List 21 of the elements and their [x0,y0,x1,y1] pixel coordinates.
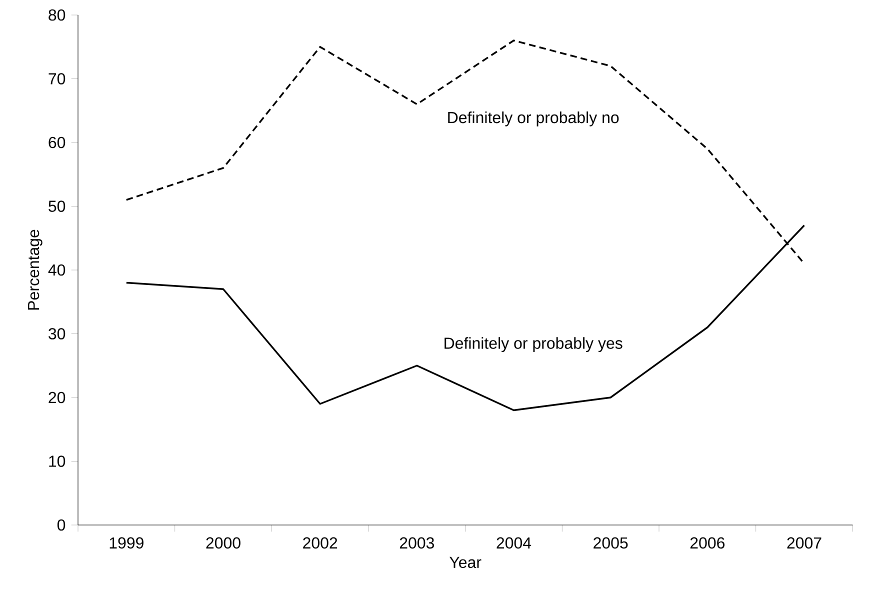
series-label: Definitely or probably no [448,111,619,126]
x-tick-label: 2000 [206,537,240,549]
y-tick-label: 30 [48,328,66,340]
x-tick-label: 2002 [303,537,338,549]
x-tick-label: 2004 [496,537,532,549]
series-label: Definitely or probably yes [444,337,622,352]
y-tick-label: 60 [48,136,66,148]
y-tick-label: 40 [48,264,66,276]
x-tick-label: 2006 [690,537,725,549]
x-tick-label: 2003 [400,537,434,549]
y-tick-label: 50 [48,200,66,212]
x-tick-label: 2005 [594,537,628,549]
y-axis-title: Percentage [28,230,42,310]
x-tick-label: 2007 [787,537,822,549]
y-tick-label: 70 [48,73,66,84]
x-tick-label: 1999 [110,537,144,549]
y-tick-label: 10 [49,456,66,467]
y-tick-label: 80 [48,9,66,21]
y-tick-label: 0 [57,519,66,531]
x-axis-title: Year [450,556,482,568]
y-tick-label: 20 [48,392,66,404]
